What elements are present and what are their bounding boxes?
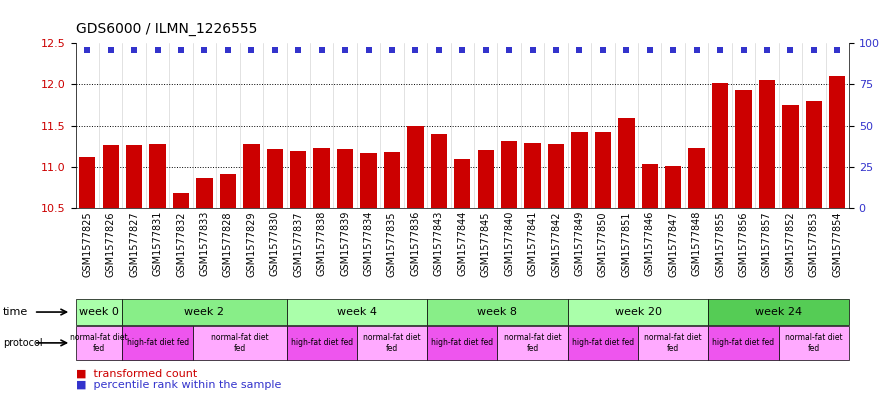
Bar <box>572 132 588 208</box>
Text: GDS6000 / ILMN_1226555: GDS6000 / ILMN_1226555 <box>76 22 257 36</box>
Text: normal-fat diet
fed: normal-fat diet fed <box>645 333 702 353</box>
Text: week 20: week 20 <box>614 307 661 317</box>
Text: week 0: week 0 <box>79 307 119 317</box>
Bar <box>829 76 845 208</box>
Bar <box>267 149 283 208</box>
Bar <box>196 178 212 208</box>
Bar <box>172 193 189 208</box>
Bar <box>244 144 260 208</box>
Bar <box>618 118 635 208</box>
Bar <box>525 143 541 208</box>
Text: week 2: week 2 <box>185 307 224 317</box>
Bar <box>314 148 330 208</box>
Text: high-fat diet fed: high-fat diet fed <box>126 338 188 347</box>
Text: week 8: week 8 <box>477 307 517 317</box>
Bar <box>735 90 752 208</box>
Text: protocol: protocol <box>3 338 43 348</box>
Text: ■  transformed count: ■ transformed count <box>76 368 196 378</box>
Bar <box>407 126 424 208</box>
Bar <box>805 101 822 208</box>
Bar <box>759 79 775 208</box>
Text: high-fat diet fed: high-fat diet fed <box>431 338 493 347</box>
Text: normal-fat diet
fed: normal-fat diet fed <box>504 333 562 353</box>
Text: high-fat diet fed: high-fat diet fed <box>712 338 774 347</box>
Text: time: time <box>3 307 28 317</box>
Text: high-fat diet fed: high-fat diet fed <box>291 338 353 347</box>
Bar <box>501 141 517 208</box>
Bar <box>688 148 705 208</box>
Bar <box>548 144 565 208</box>
Bar <box>665 166 682 208</box>
Bar <box>477 150 494 208</box>
Bar <box>430 134 447 208</box>
Text: ■  percentile rank within the sample: ■ percentile rank within the sample <box>76 380 281 390</box>
Bar <box>712 83 728 208</box>
Bar <box>337 149 353 208</box>
Bar <box>454 159 470 208</box>
Text: week 24: week 24 <box>755 307 802 317</box>
Bar <box>220 174 236 208</box>
Bar <box>384 152 400 208</box>
Text: normal-fat diet
fed: normal-fat diet fed <box>363 333 420 353</box>
Bar <box>79 157 95 208</box>
Bar <box>642 164 658 208</box>
Bar <box>782 105 798 208</box>
Bar <box>595 132 611 208</box>
Bar <box>290 151 307 208</box>
Text: normal-fat diet
fed: normal-fat diet fed <box>211 333 268 353</box>
Bar <box>126 145 142 208</box>
Text: normal-fat diet
fed: normal-fat diet fed <box>70 333 128 353</box>
Text: week 4: week 4 <box>337 307 377 317</box>
Text: high-fat diet fed: high-fat diet fed <box>572 338 634 347</box>
Bar <box>102 145 119 208</box>
Bar <box>360 153 377 208</box>
Bar <box>149 144 165 208</box>
Text: normal-fat diet
fed: normal-fat diet fed <box>785 333 843 353</box>
